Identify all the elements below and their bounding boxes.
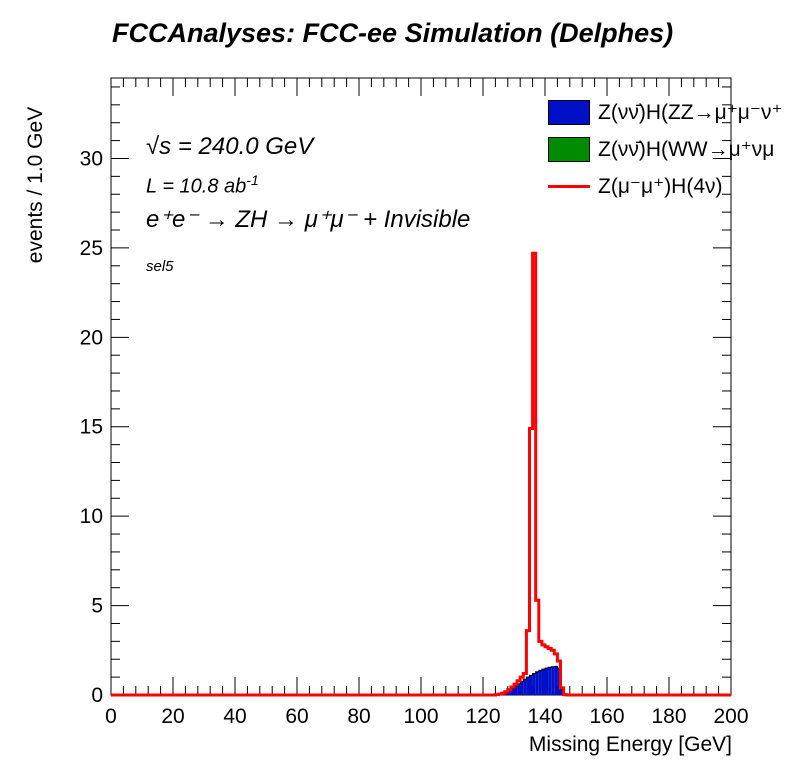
x-tick-label: 140 [527,705,562,728]
histogram-bin [532,673,536,695]
legend-entry-znn-hzz: Z(νν̄)H(ZZ→μ⁺μ⁻ν⁺ [548,94,796,131]
legend-line-red [548,185,590,188]
sqrt-s-annotation: √s = 240.0 GeV [146,133,314,160]
y-tick-label: 20 [80,326,103,349]
histogram-bin [538,670,542,695]
histogram-bin [517,683,521,695]
x-tick-label: 60 [285,705,308,728]
histogram-bin [557,668,561,695]
legend-label: Z(νν̄)H(WW→μ⁺νμ [598,138,775,161]
x-axis-label: Missing Energy [GeV] [528,733,732,756]
selection-label: sel5 [146,258,174,275]
axis-ticks [110,78,732,696]
legend-swatch-blue [548,100,590,125]
chart-title: FCCAnalyses: FCC-ee Simulation (Delphes) [112,18,674,48]
y-tick-label: 15 [80,416,103,439]
luminosity-text: L = 10.8 ab [146,175,247,198]
luminosity-exponent: -1 [246,172,259,188]
x-tick-label: 120 [465,705,500,728]
y-axis-label: events / 1.0 GeV [24,106,47,264]
histogram-bin [510,688,514,695]
x-tick-labels: 0 20 40 60 80 100 120 140 160 180 200 [105,705,748,728]
x-tick-label: 0 [105,705,117,728]
x-tick-label: 200 [713,705,748,728]
x-tick-label: 80 [347,705,370,728]
y-tick-labels: 0 5 10 15 20 25 30 [80,147,103,707]
histogram-bin [514,686,518,695]
luminosity-annotation: L = 10.8 ab-1 [146,172,259,199]
histogram-bin [551,666,555,695]
legend-label: Z(νν̄)H(ZZ→μ⁺μ⁻ν⁺ [598,101,783,124]
histogram-bin [504,691,508,695]
legend-entry-zmumu-h4nu: Z(μ⁻μ⁺)H(4ν) [548,168,796,205]
y-tick-label: 0 [91,684,103,707]
histogram-bin [520,681,524,695]
histogram-bin [507,689,511,695]
y-tick-label: 30 [80,147,103,170]
histogram-bin [523,679,527,695]
legend: Z(νν̄)H(ZZ→μ⁺μ⁻ν⁺ Z(νν̄)H(WW→μ⁺νμ Z(μ⁻μ⁺… [548,94,796,205]
x-tick-label: 40 [223,705,246,728]
y-tick-label: 10 [80,505,103,528]
histogram-bin [545,668,549,695]
x-tick-label: 100 [403,705,438,728]
process-annotation: e⁺e⁻ → ZH → μ⁺μ⁻ + Invisible [146,206,471,233]
histogram-bin [541,669,545,695]
x-tick-label: 20 [161,705,184,728]
histogram-bin [548,667,552,695]
histogram-bin [560,689,564,695]
histogram-bin [526,677,530,695]
histogram-bin [554,666,558,695]
histogram-bin [535,671,539,695]
y-tick-label: 5 [91,595,103,618]
histogram-lines [111,251,731,697]
histogram-bin [529,675,533,695]
legend-label: Z(μ⁻μ⁺)H(4ν) [598,175,723,198]
x-tick-label: 160 [589,705,624,728]
zmumu-h4nu-line [111,251,731,697]
x-tick-label: 180 [651,705,686,728]
y-tick-label: 25 [80,237,103,260]
legend-swatch-green [548,137,590,162]
histogram-fills [111,665,731,696]
legend-entry-znn-hww: Z(νν̄)H(WW→μ⁺νμ [548,131,796,168]
